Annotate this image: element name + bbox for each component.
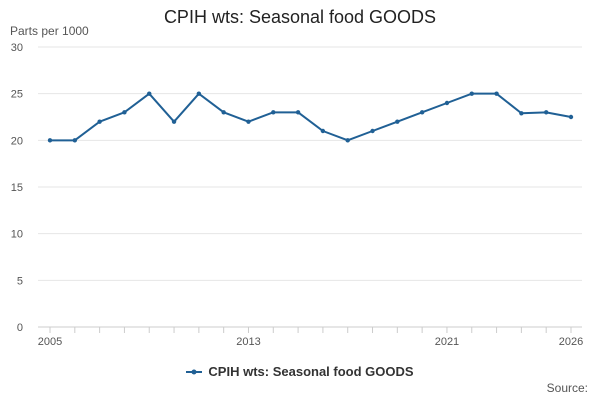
legend: CPIH wts: Seasonal food GOODS [0, 364, 600, 380]
data-point [494, 91, 499, 96]
data-point [444, 100, 450, 106]
data-point [295, 110, 301, 115]
y-tick-label: 15 [11, 182, 23, 194]
data-point [345, 138, 350, 143]
x-tick-label: 2026 [559, 336, 583, 348]
data-point [370, 128, 375, 134]
x-tick-label: 2013 [236, 336, 260, 348]
y-tick-label: 5 [17, 275, 23, 287]
x-tick-label: 2005 [38, 336, 62, 348]
series-line [49, 92, 572, 142]
data-point [147, 91, 152, 96]
x-tick-label: 2021 [435, 336, 459, 348]
data-point [221, 110, 226, 115]
data-point [320, 128, 326, 134]
data-point [246, 119, 251, 124]
legend-item[interactable]: CPIH wts: Seasonal food GOODS [186, 364, 414, 379]
y-tick-label: 0 [17, 322, 23, 334]
y-tick-label: 20 [11, 135, 23, 147]
data-point [72, 138, 78, 143]
legend-label: CPIH wts: Seasonal food GOODS [208, 364, 414, 379]
data-point [122, 110, 127, 115]
y-tick-label: 25 [11, 89, 23, 101]
data-point [568, 114, 574, 120]
data-point [196, 91, 202, 96]
data-point [543, 110, 549, 115]
y-tick-label: 10 [11, 229, 23, 241]
source-label: Source: [546, 381, 588, 395]
data-point [97, 119, 102, 124]
legend-line-marker-icon [186, 369, 203, 374]
data-point [395, 119, 400, 124]
data-point [469, 91, 474, 96]
data-point [519, 111, 524, 116]
y-tick-label: 30 [11, 42, 23, 54]
chart-title: CPIH wts: Seasonal food GOODS [163, 7, 437, 27]
data-point [419, 110, 425, 115]
data-point [47, 138, 53, 143]
data-point [271, 110, 276, 115]
y-axis-unit-label: Parts per 1000 [10, 24, 89, 38]
data-point [171, 119, 177, 124]
